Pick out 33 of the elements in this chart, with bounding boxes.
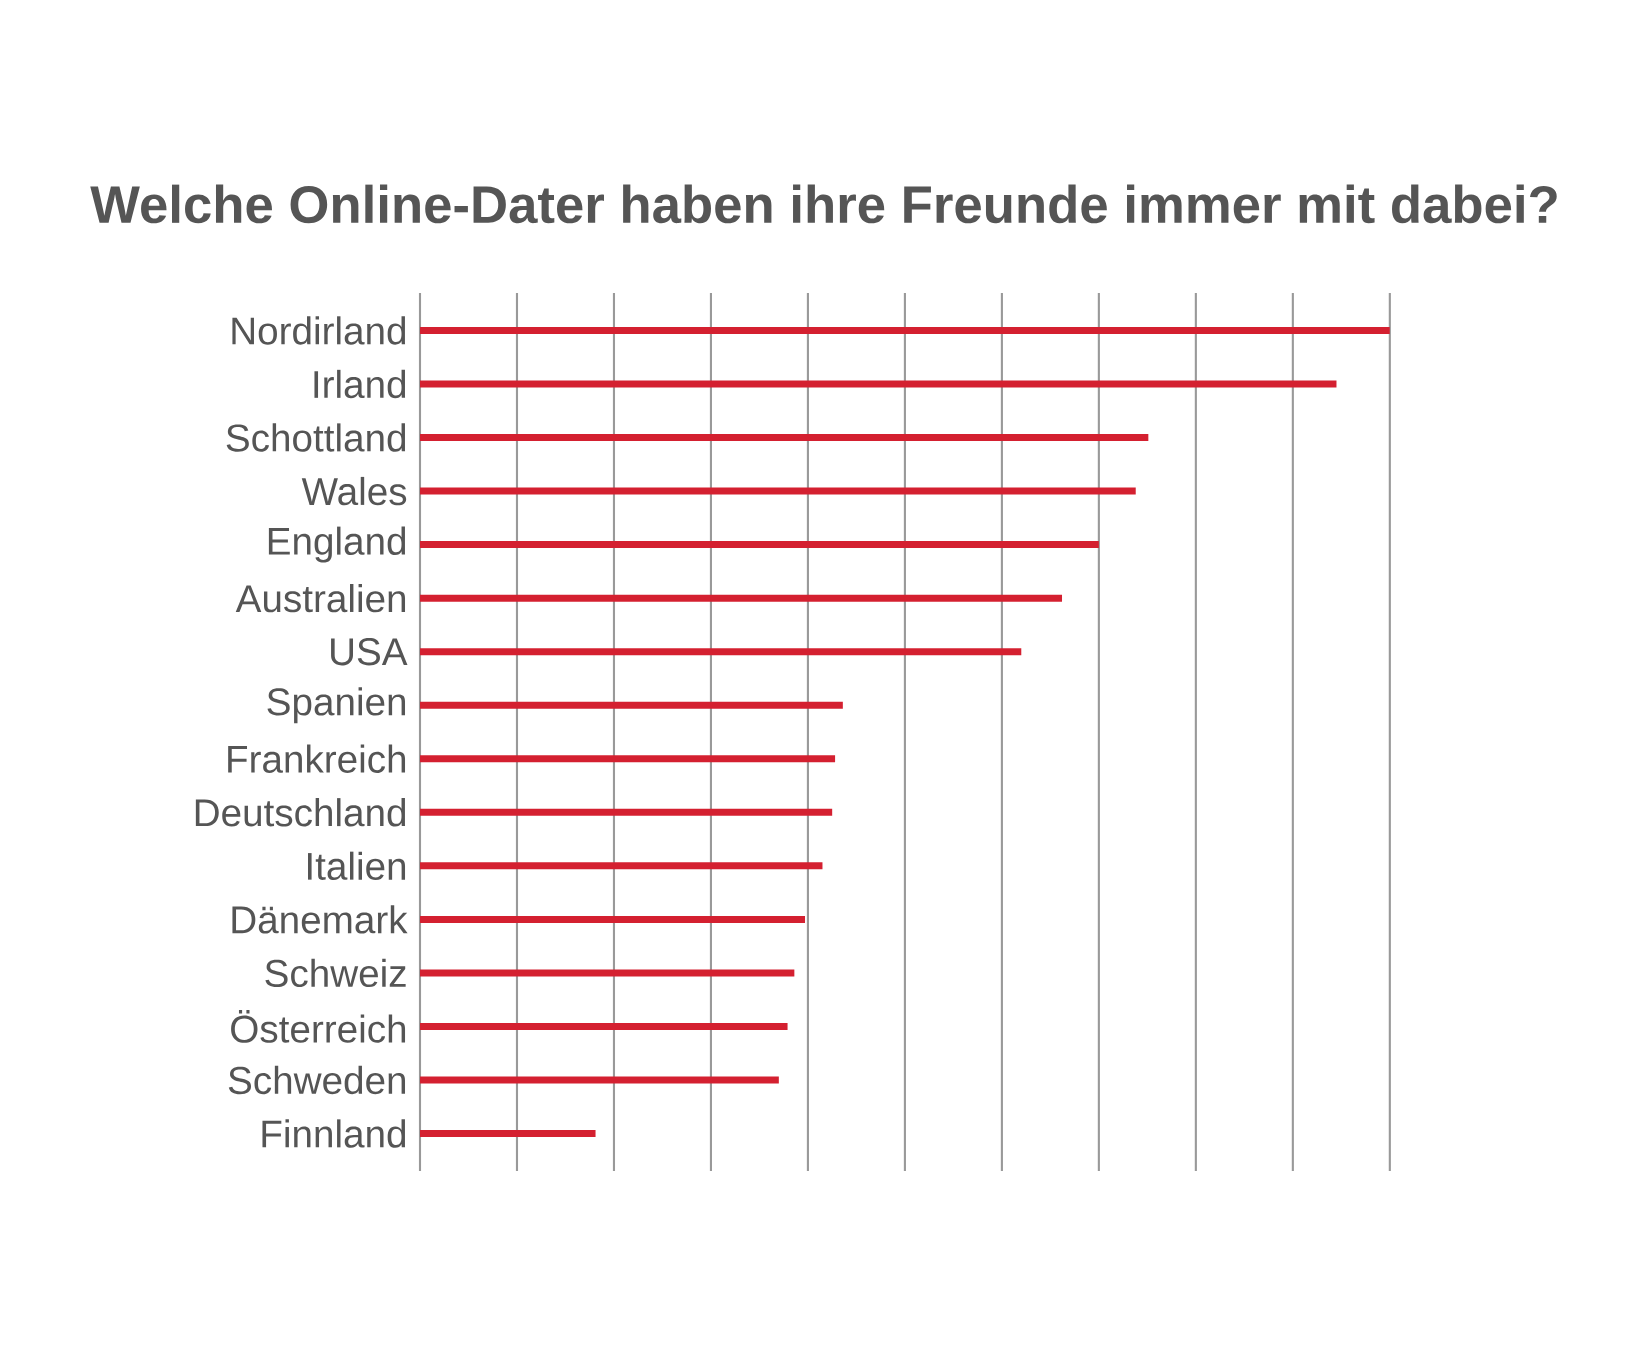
y-tick-label: Spanien	[267, 687, 406, 724]
bar	[420, 808, 833, 816]
bar	[420, 541, 1099, 549]
y-tick-label: Schweden	[228, 1065, 406, 1095]
y-tick-label: Schweiz	[265, 958, 406, 988]
chart-title: Welche Online-Dater haben ihre Freunde immer mit dabei?	[90, 184, 1557, 224]
y-tick-label: USA	[331, 638, 408, 666]
y-tick-label: England	[268, 526, 406, 563]
y-tick-label: Irland	[314, 369, 406, 399]
bar	[420, 969, 795, 977]
bar	[420, 915, 806, 923]
y-tick-label: Schottland	[226, 423, 406, 452]
bar	[420, 487, 1136, 495]
bar	[420, 434, 1149, 442]
bar	[420, 1130, 596, 1138]
bar	[420, 701, 843, 709]
y-tick-label: Finnland	[262, 1119, 406, 1148]
y-tick-label: Wales	[301, 476, 407, 506]
bar	[420, 594, 1063, 602]
bar	[420, 862, 823, 870]
bar	[420, 1022, 788, 1030]
y-tick-label: Nordirland	[232, 316, 406, 345]
y-tick-label: Dänemark	[232, 905, 408, 934]
y-tick-label: Österreich	[231, 1010, 406, 1043]
bar	[420, 648, 1022, 656]
y-tick-label: Australien	[235, 583, 406, 613]
bar	[420, 380, 1337, 388]
y-tick-label: Frankreich	[228, 744, 406, 773]
bar	[420, 326, 1390, 334]
bar	[420, 1076, 779, 1084]
y-tick-label: Deutschland	[195, 798, 406, 827]
bar	[420, 755, 836, 763]
y-tick-label: Italien	[308, 851, 406, 881]
